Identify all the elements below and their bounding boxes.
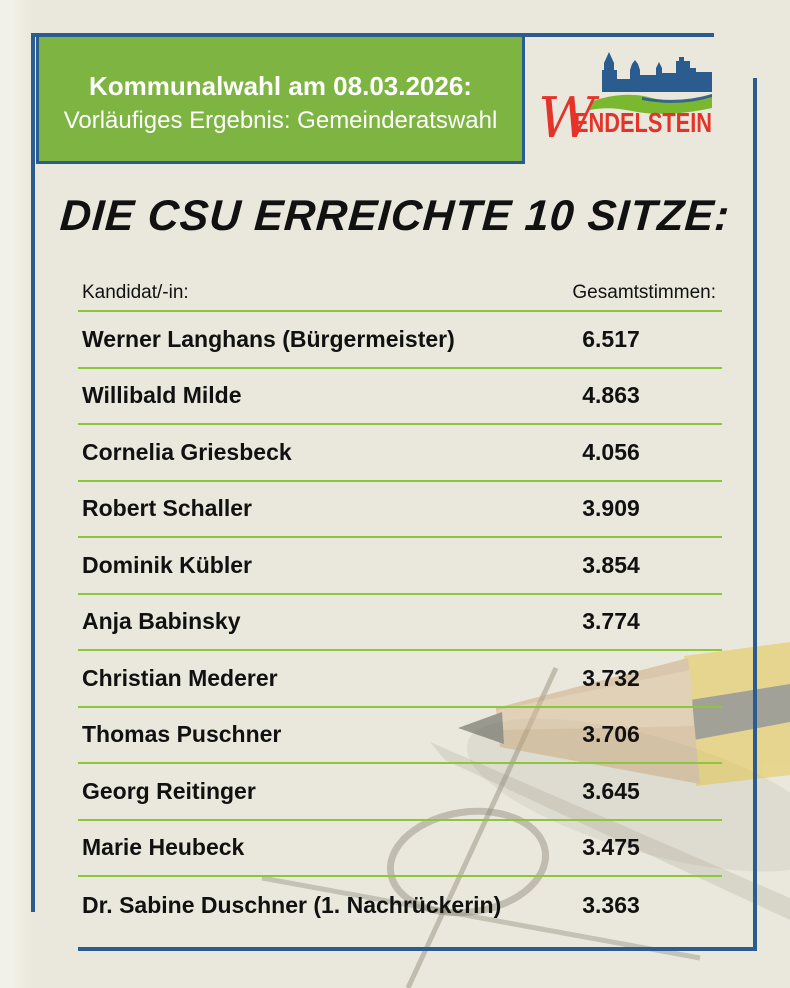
- result-subheading: Vorläufiges Ergebnis: Gemeinderatswahl: [63, 107, 498, 134]
- vote-count: 3.909: [582, 495, 640, 522]
- candidate-name: Anja Babinsky: [82, 608, 241, 635]
- table-row: Marie Heubeck 3.475: [78, 821, 722, 877]
- vote-count: 3.363: [582, 891, 640, 918]
- hill-icon: [590, 94, 712, 114]
- table-row: Anja Babinsky 3.774: [78, 595, 722, 651]
- vote-count: 3.774: [582, 608, 640, 635]
- table-row: Georg Reitinger 3.645: [78, 764, 722, 821]
- candidate-name: Robert Schaller: [82, 495, 252, 522]
- candidate-name: Christian Mederer: [82, 664, 278, 691]
- results-table: Kandidat/-in: Gesamtstimmen: Werner Lang…: [78, 282, 722, 934]
- column-header-votes: Gesamtstimmen:: [572, 282, 716, 303]
- candidate-name: Marie Heubeck: [82, 834, 245, 861]
- table-row: Cornelia Griesbeck 4.056: [78, 425, 722, 482]
- table-row: Willibald Milde 4.863: [78, 369, 722, 425]
- logo-wordmark: ENDELSTEIN: [574, 107, 712, 138]
- candidate-name: Dr. Sabine Duschner (1. Nachrückerin): [82, 891, 502, 918]
- candidate-name: Cornelia Griesbeck: [82, 438, 292, 465]
- table-row: Thomas Puschner 3.706: [78, 708, 722, 764]
- table-row: Dr. Sabine Duschner (1. Nachrückerin) 3.…: [78, 877, 722, 934]
- vote-count: 3.854: [582, 551, 640, 578]
- vote-count: 4.863: [582, 382, 640, 409]
- hill-wave-accent: [642, 94, 712, 103]
- column-header-candidate: Kandidat/-in:: [82, 282, 189, 303]
- vote-count: 6.517: [582, 325, 640, 352]
- town-skyline-icon: [602, 52, 712, 92]
- table-row: Robert Schaller 3.909: [78, 482, 722, 538]
- logo-initial: W: [538, 86, 600, 148]
- election-date-heading: Kommunalwahl am 08.03.2026:: [89, 71, 472, 101]
- candidate-name: Georg Reitinger: [82, 777, 256, 804]
- table-row: Werner Langhans (Bürgermeister) 6.517: [78, 312, 722, 369]
- page-title: DIE CSU ERREICHTE 10 SITZE:: [58, 192, 732, 240]
- results-table-body: Werner Langhans (Bürgermeister) 6.517 Wi…: [78, 312, 722, 934]
- vote-count: 3.732: [582, 664, 640, 691]
- vote-count: 4.056: [582, 438, 640, 465]
- vote-count: 3.645: [582, 777, 640, 804]
- vote-count: 3.706: [582, 721, 640, 748]
- candidate-name: Dominik Kübler: [82, 551, 252, 578]
- announcement-box: Kommunalwahl am 08.03.2026: Vorläufiges …: [36, 34, 525, 164]
- candidate-name: Willibald Milde: [82, 382, 242, 409]
- candidate-name: Werner Langhans (Bürgermeister): [82, 325, 455, 352]
- candidate-name: Thomas Puschner: [82, 721, 282, 748]
- table-row: Dominik Kübler 3.854: [78, 538, 722, 595]
- vote-count: 3.475: [582, 834, 640, 861]
- table-row: Christian Mederer 3.732: [78, 651, 722, 708]
- wendelstein-logo: W ENDELSTEIN: [538, 52, 712, 148]
- table-header: Kandidat/-in: Gesamtstimmen:: [78, 282, 722, 312]
